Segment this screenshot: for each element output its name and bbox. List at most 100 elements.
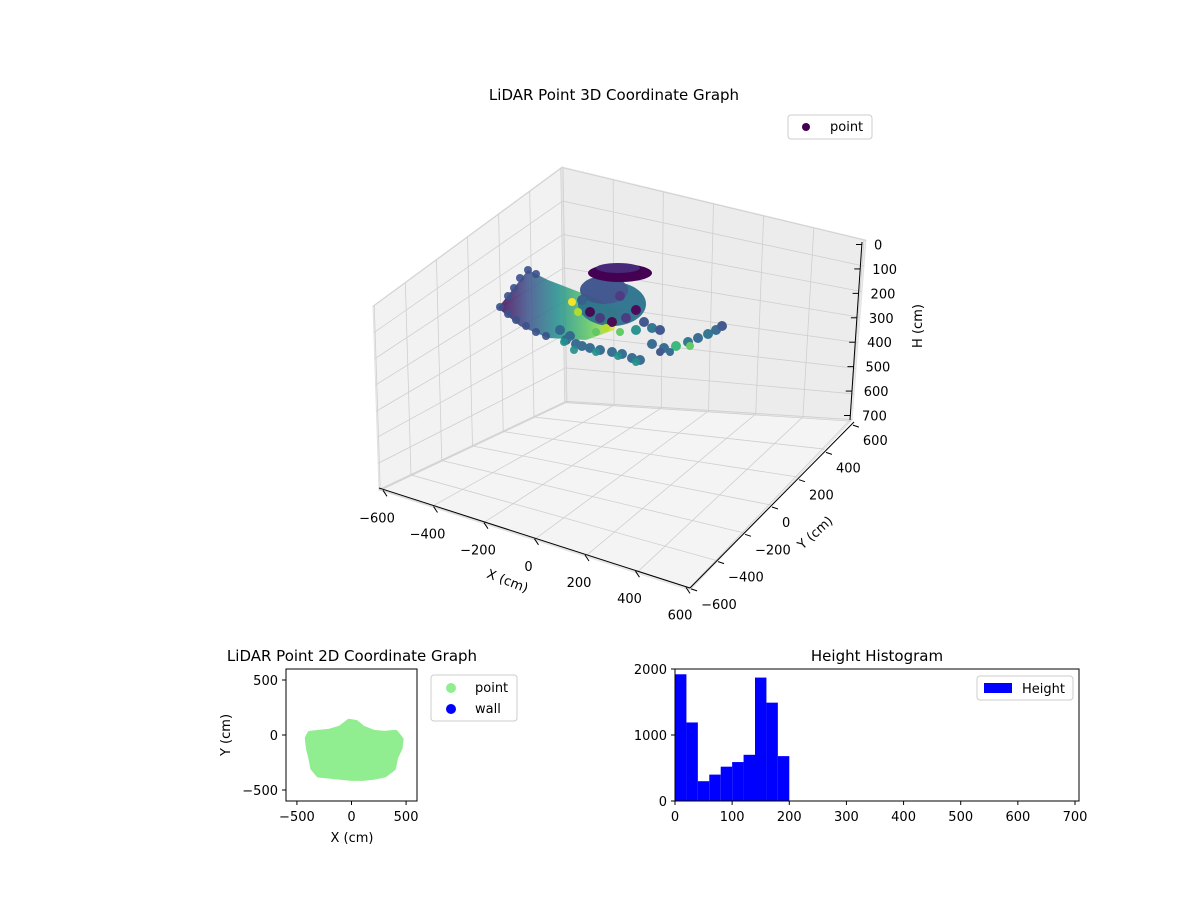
- chart-3d-ytick-label: 0: [782, 516, 790, 531]
- chart-3d-zlabel: H (cm): [911, 304, 926, 348]
- chart-3d-ztick-label: 0: [874, 238, 882, 253]
- chart-3d-ztick-label: 400: [867, 336, 892, 351]
- chart-hist-ytick-label: 2000: [634, 663, 667, 678]
- chart-3d-ztick-label: 200: [871, 287, 896, 302]
- chart-3d-ylabel: Y (cm): [794, 514, 836, 554]
- chart-hist-xtick-label: 200: [777, 810, 802, 825]
- chart-3d-xtick: [483, 522, 489, 529]
- chart-3d-xtick: [382, 490, 388, 497]
- chart-hist-legend-swatch: [984, 683, 1012, 693]
- chart-3d-zgrid-back: [562, 200, 865, 267]
- chart-3d-zgrid-back: [565, 400, 853, 420]
- chart-3d-ztick-label: 100: [872, 263, 897, 278]
- chart-3d-ygrid-left: [404, 282, 412, 475]
- chart-3d-zaxis-line: [849, 241, 863, 421]
- chart-3d-ytick-label: −400: [728, 571, 764, 586]
- chart-3d-ytick-label: −200: [755, 543, 791, 558]
- chart-3d-ygrid-floor: [472, 445, 772, 506]
- chart-3d-gridlines: [372, 167, 867, 590]
- chart-3d-ytick: [798, 479, 806, 483]
- chart-3d-ytick: [852, 424, 860, 428]
- chart-3d-title: LiDAR Point 3D Coordinate Graph: [489, 86, 739, 104]
- chart-3d-xtick-label: 200: [567, 576, 592, 591]
- chart-3d-ztick-label: 500: [865, 361, 890, 376]
- chart-hist-ytick-label: 0: [659, 795, 667, 810]
- chart-3d-center-cluster: [568, 276, 665, 336]
- chart-hist-bars: [675, 674, 790, 801]
- chart-3d-yaxis-line: [689, 421, 855, 589]
- chart-hist-xtick-label: 400: [891, 810, 916, 825]
- chart-3d-legend: point: [787, 114, 873, 140]
- chart-2d-legend-marker-wall: [446, 704, 456, 714]
- chart-2d-axes: −500−500 0 0 500 500: [242, 674, 418, 825]
- chart-3d-ztick-label: 700: [862, 410, 887, 425]
- chart-3d-ygrid-left: [436, 259, 443, 461]
- chart-3d-ytick-label: 600: [863, 434, 888, 449]
- chart-3d-xtick: [635, 570, 640, 578]
- chart-2d-point-cloud: [304, 718, 404, 781]
- chart-3d-xtick-label: −600: [359, 511, 395, 526]
- chart-3d-ygrid-left: [373, 305, 381, 490]
- chart-2d-legend-marker-point: [446, 683, 456, 693]
- chart-3d-zgrid-back: [561, 167, 867, 241]
- chart-3d-zgrid-back: [564, 334, 857, 369]
- chart-2d-ytick-label: −500: [242, 784, 278, 799]
- chart-2d: LiDAR Point 2D Coordinate Graph −500−500…: [219, 647, 518, 846]
- chart-2d-ytick-label: 500: [253, 674, 278, 689]
- chart-hist-bar: [720, 766, 733, 801]
- chart-3d-zgrid-left: [377, 334, 566, 438]
- chart-hist-axes: 0 100 200 300 400 500 600 700 0 1000 2000: [634, 663, 1088, 825]
- chart-3d-xgrid-back: [802, 227, 815, 417]
- chart-2d-xlabel: X (cm): [331, 831, 374, 846]
- chart-hist-bar: [697, 781, 710, 801]
- chart-3d-xtick: [685, 587, 691, 594]
- chart-3d-xlabel: X (cm): [484, 567, 530, 596]
- chart-3d-xtick-label: −400: [410, 527, 446, 542]
- chart-3d-top-disc-rim: [596, 263, 640, 273]
- chart-2d-ylabel: Y (cm): [219, 714, 234, 757]
- chart-3d-xgrid-back: [660, 191, 664, 409]
- chart-2d-ytick-label: 0: [270, 729, 278, 744]
- chart-3d-ytick: [771, 506, 779, 510]
- chart-2d-legend-label-point: point: [475, 681, 508, 696]
- chart-hist-bar: [686, 722, 698, 801]
- chart-2d-title: LiDAR Point 2D Coordinate Graph: [227, 647, 477, 665]
- chart-3d-zgrid-left: [372, 167, 563, 307]
- chart-3d-xtick: [433, 506, 438, 513]
- chart-hist-bar: [675, 674, 687, 801]
- chart-3d-ytick: [717, 561, 725, 565]
- chart-3d-xtick-label: 600: [668, 608, 693, 623]
- chart-3d-ygrid-left: [560, 167, 566, 403]
- chart-3d-ytick-label: 400: [836, 461, 861, 476]
- chart-3d-ytick: [690, 588, 698, 592]
- chart-3d-ygrid-floor: [564, 402, 851, 422]
- chart-3d-zgrid-left: [378, 400, 567, 490]
- chart-3d-ytick-label: 200: [809, 489, 834, 504]
- chart-hist-bar: [732, 762, 744, 801]
- chart-hist-xtick-label: 300: [834, 810, 859, 825]
- chart-3d-xtick: [534, 538, 539, 546]
- chart-3d-ytick: [744, 533, 752, 537]
- chart-3d-ygrid-floor: [441, 460, 745, 534]
- chart-3d-xaxis-line: [378, 487, 691, 589]
- chart-3d-xgrid-back: [755, 215, 765, 414]
- chart-3d-ygrid-floor: [533, 416, 825, 450]
- chart-3d-left-arm-points: [498, 270, 620, 340]
- chart-hist-bar: [709, 774, 721, 801]
- chart-3d-zgrid-back: [565, 367, 855, 395]
- chart-hist-xtick-label: 700: [1063, 810, 1088, 825]
- chart-3d-ygrid-floor: [410, 474, 718, 562]
- chart-hist-bar: [766, 702, 778, 801]
- chart-3d-legend-label: point: [830, 120, 863, 135]
- chart-3d-zgrid-left: [374, 234, 564, 360]
- chart-3d-xtick-label: 0: [524, 560, 532, 575]
- chart-3d-ztick-label: 600: [864, 385, 889, 400]
- chart-3d-xgrid-back: [562, 167, 568, 403]
- chart-3d-ygrid-floor: [380, 489, 692, 590]
- chart-hist-bar: [755, 677, 767, 801]
- chart-3d-xtick-label: 400: [617, 592, 642, 607]
- chart-3d-ygrid-left: [467, 236, 473, 447]
- chart-hist-xtick-label: 0: [671, 810, 679, 825]
- chart-2d-xtick-label: 0: [347, 810, 355, 825]
